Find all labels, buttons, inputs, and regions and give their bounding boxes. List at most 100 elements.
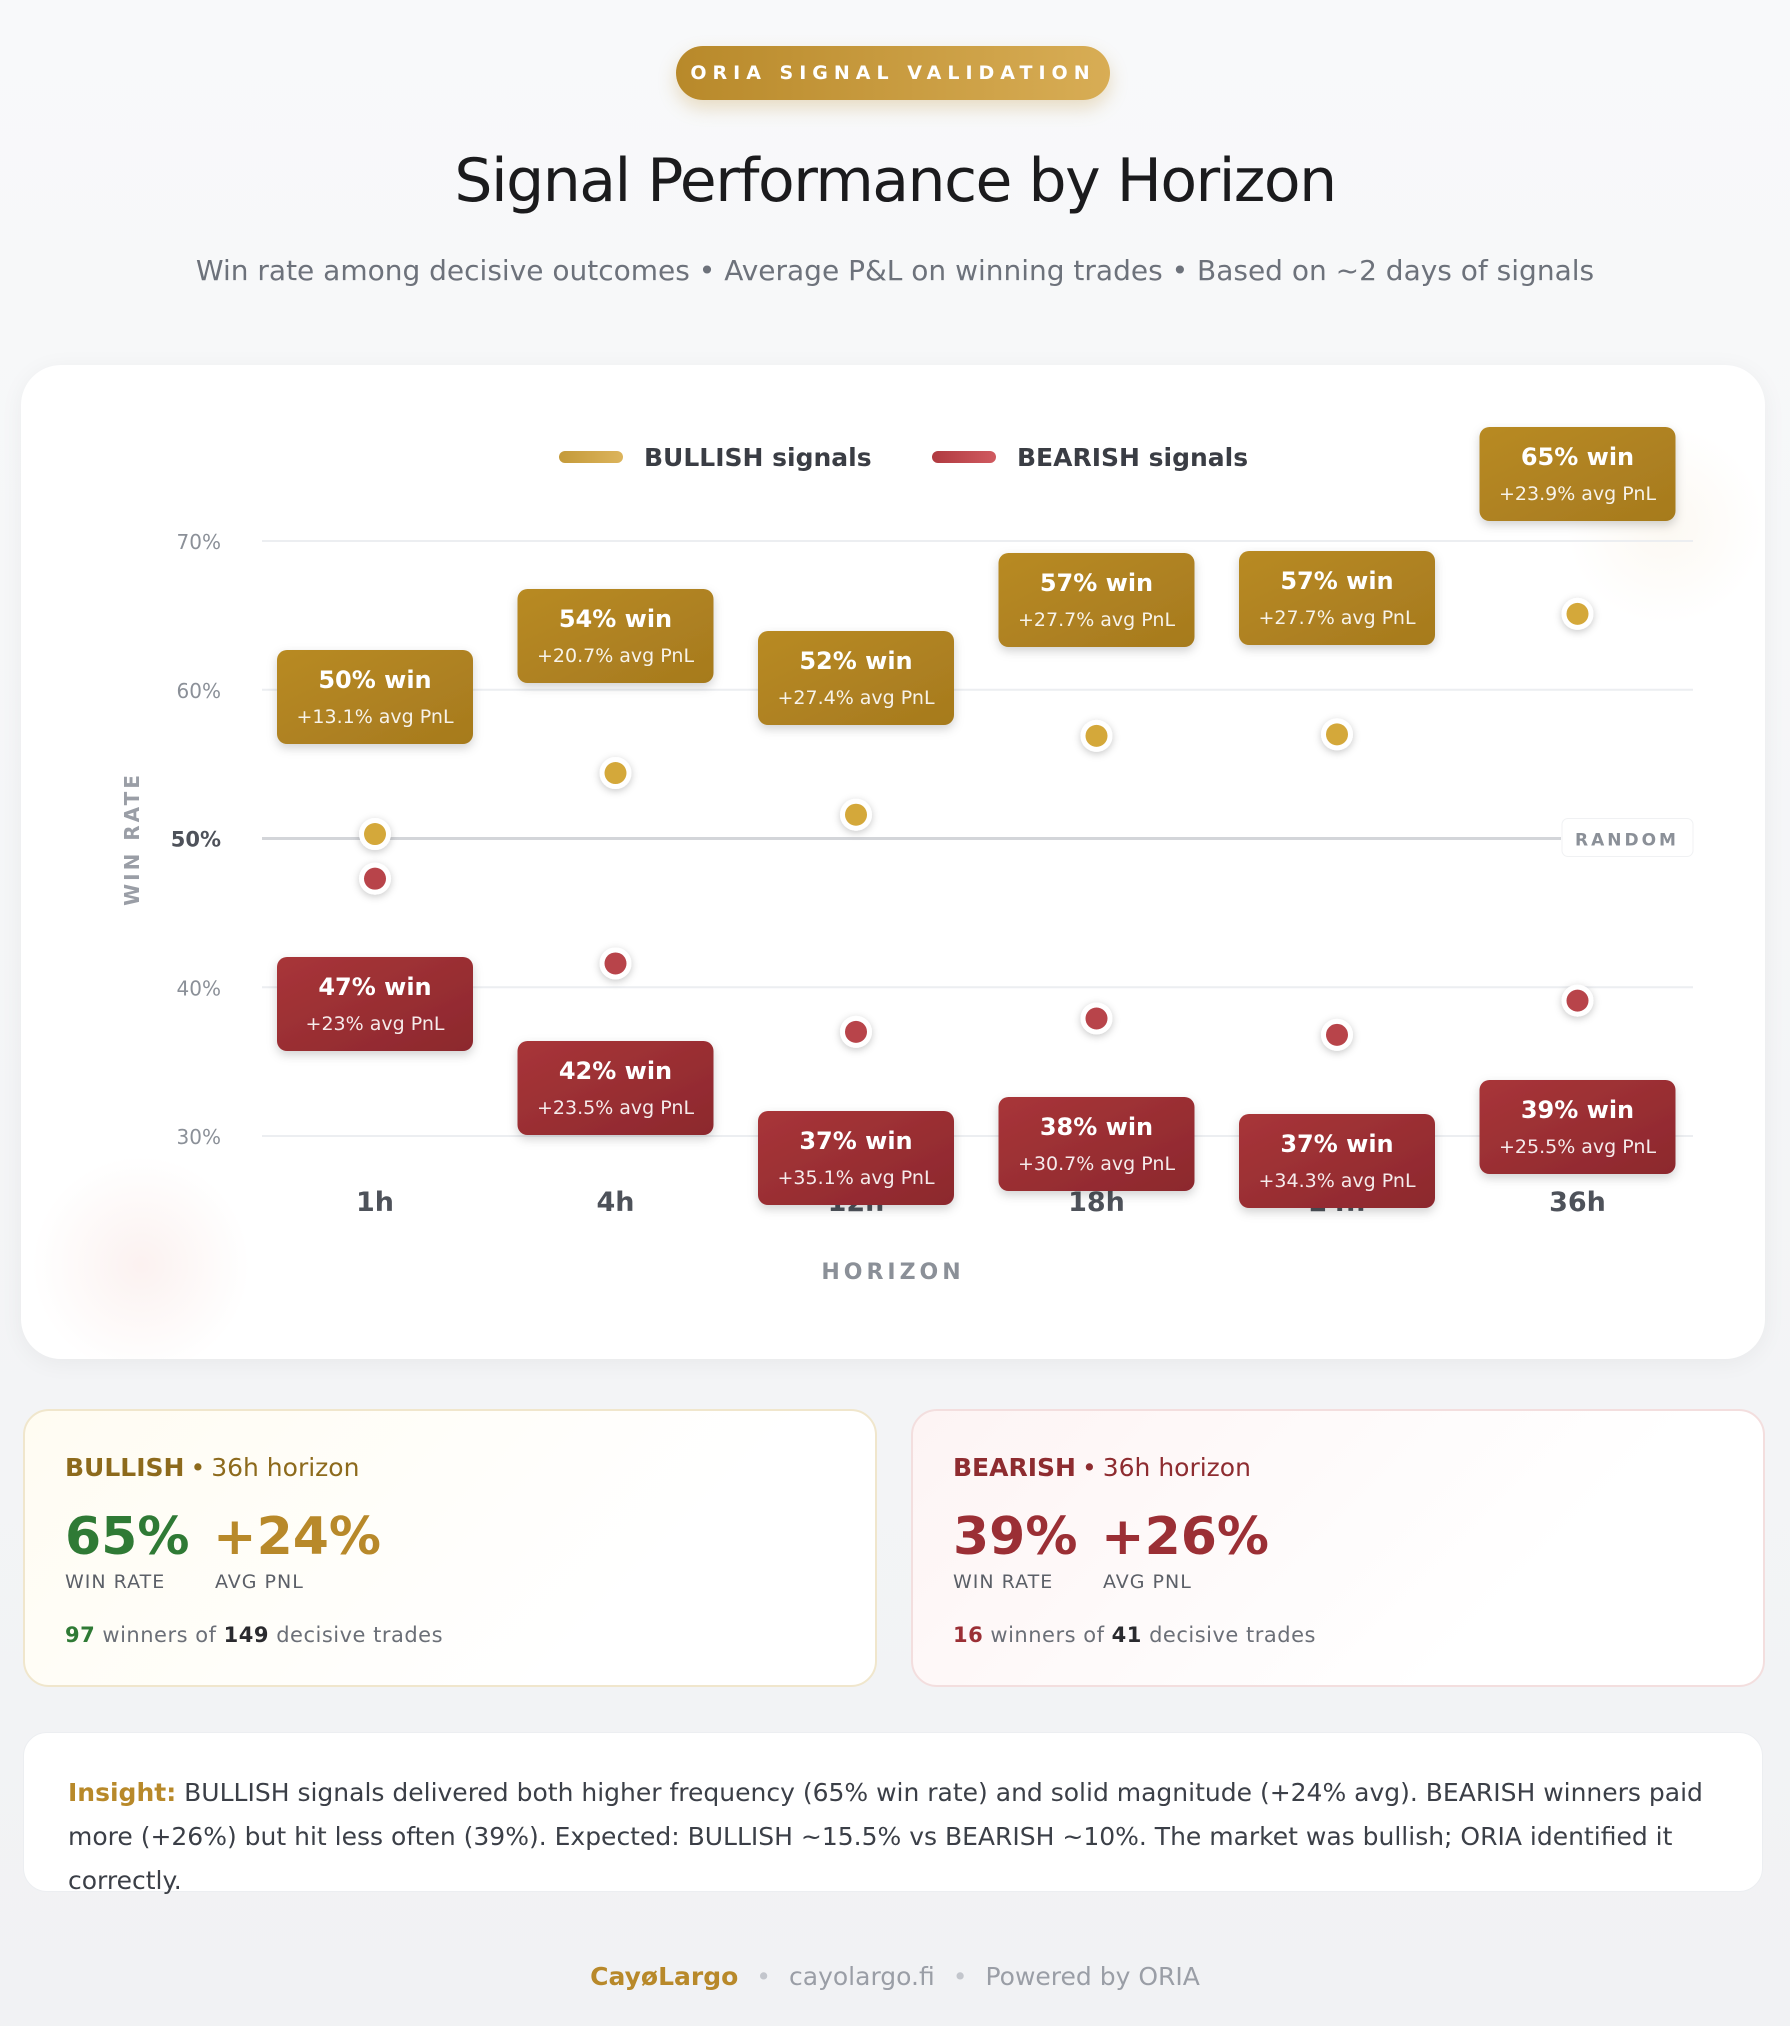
bearish-data-label-pnl: +35.1% avg PnL <box>777 1167 934 1189</box>
bullish-trades-summary: 97 winners of 149 decisive trades <box>65 1623 443 1647</box>
bearish-card-header: BEARISH • 36h horizon <box>953 1453 1251 1482</box>
bearish-data-label-pnl: +23% avg PnL <box>306 1013 445 1035</box>
bearish-avg-pnl: +26% <box>1101 1507 1270 1567</box>
bullish-card-header: BULLISH • 36h horizon <box>65 1453 360 1482</box>
y-tick-label: 70% <box>177 530 221 554</box>
x-tick-label: 18h <box>1068 1187 1125 1218</box>
insight-label: Insight: <box>68 1778 177 1807</box>
bullish-data-label-box <box>1239 551 1435 645</box>
bullish-data-label-box <box>998 553 1195 647</box>
y-tick-label: 60% <box>177 679 221 703</box>
y-tick-label: 50% <box>171 828 221 852</box>
bullish-data-label-box <box>277 650 473 744</box>
bullish-data-label-win: 57% win <box>1280 567 1393 595</box>
y-axis-title: WIN RATE <box>120 772 144 906</box>
bearish-point <box>1566 989 1589 1012</box>
bullish-data-label-pnl: +27.4% avg PnL <box>777 687 934 709</box>
footer: CayøLargo • cayolargo.fi • Powered by ORIA <box>590 1962 1200 1991</box>
bearish-summary-card: BEARISH • 36h horizon 39% +26% WIN RATE AV… <box>911 1409 1765 1687</box>
bullish-card-horizon: 36h horizon <box>211 1453 360 1482</box>
bullish-avg-pnl: +24% <box>213 1507 382 1567</box>
decorative-glow <box>31 1155 251 1359</box>
x-tick-label: 1h <box>356 1187 394 1218</box>
bullish-data-label: 50% win +13.1% avg PnL <box>277 650 473 744</box>
bearish-avg-pnl-label: AVG PNL <box>1103 1571 1192 1593</box>
bullish-total-count: 149 <box>223 1623 269 1647</box>
bearish-data-label: 38% win +30.7% avg PnL <box>998 1097 1195 1191</box>
bullish-win-rate-label: WIN RATE <box>65 1571 166 1593</box>
bullish-point <box>1085 724 1108 747</box>
bullish-data-label-pnl: +23.9% avg PnL <box>1499 483 1656 505</box>
legend-bullish-swatch <box>559 451 623 463</box>
bullish-point <box>1326 723 1348 746</box>
bearish-card-horizon: 36h horizon <box>1102 1453 1251 1482</box>
x-axis-title: HORIZON <box>821 1260 964 1285</box>
bullish-summary-card: BULLISH • 36h horizon 65% +24% WIN RATE AV… <box>23 1409 877 1687</box>
bearish-data-label: 47% win +23% avg PnL <box>277 957 473 1051</box>
bullish-data-label: 57% win +27.7% avg PnL <box>998 553 1195 647</box>
bullish-point <box>364 823 386 846</box>
y-tick-label: 30% <box>177 1125 221 1149</box>
bullish-winners-count: 97 <box>65 1623 96 1647</box>
bearish-total-text: decisive trades <box>1149 1623 1316 1647</box>
bullish-data-label: 65% win +23.9% avg PnL <box>1479 427 1676 521</box>
bearish-data-label-pnl: +25.5% avg PnL <box>1499 1136 1656 1158</box>
bullish-data-label-pnl: +13.1% avg PnL <box>296 706 453 728</box>
bullish-data-label-pnl: +20.7% avg PnL <box>537 645 694 667</box>
bearish-data-label: 37% win +34.3% avg PnL <box>1239 1114 1435 1208</box>
bearish-point <box>364 867 386 890</box>
footer-powered-by: Powered by ORIA <box>985 1962 1200 1991</box>
bullish-data-label-box <box>1479 427 1676 521</box>
bearish-data-label-box <box>1479 1080 1676 1174</box>
bearish-point <box>604 952 627 975</box>
insight-text: BULLISH signals delivered both higher fr… <box>68 1778 1703 1895</box>
legend-bearish-label: BEARISH signals <box>1017 443 1248 472</box>
win-rate-chart: BULLISH signals BEARISH signals 70% 60% 50% 4… <box>120 427 1694 1285</box>
bullish-data-label: 57% win +27.7% avg PnL <box>1239 551 1435 645</box>
bearish-total-count: 41 <box>1111 1623 1142 1647</box>
bullish-point <box>1566 602 1589 625</box>
bearish-data-label-box <box>517 1041 714 1135</box>
insight-box: Insight: BULLISH signals delivered both … <box>23 1732 1763 1895</box>
bullish-card-name: BULLISH <box>65 1453 185 1482</box>
footer-site-link[interactable]: cayolargo.fi <box>789 1962 935 1991</box>
bearish-data-label-box <box>998 1097 1195 1191</box>
bearish-data-label-pnl: +34.3% avg PnL <box>1258 1170 1415 1192</box>
bearish-data-label-pnl: +30.7% avg PnL <box>1018 1153 1175 1175</box>
legend-bearish-swatch <box>932 451 996 463</box>
bullish-data-label-win: 57% win <box>1040 569 1153 597</box>
bearish-data-label-win: 42% win <box>559 1057 672 1085</box>
bearish-winners-text: winners of <box>990 1623 1105 1647</box>
bearish-trades-summary: 16 winners of 41 decisive trades <box>953 1623 1316 1647</box>
reference-line-label: RANDOM <box>1575 831 1679 851</box>
bullish-avg-pnl-label: AVG PNL <box>215 1571 304 1593</box>
bullish-win-rate: 65% <box>65 1507 190 1567</box>
bullish-winners-text: winners of <box>102 1623 217 1647</box>
bearish-data-label-pnl: +23.5% avg PnL <box>537 1097 694 1119</box>
bullish-data-label: 52% win +27.4% avg PnL <box>758 631 954 725</box>
bearish-data-label: 42% win +23.5% avg PnL <box>517 1041 714 1135</box>
x-tick-label: 36h <box>1549 1187 1606 1218</box>
bullish-data-label-win: 50% win <box>318 666 431 694</box>
bullish-data-label-win: 52% win <box>799 647 912 675</box>
legend-bullish-label: BULLISH signals <box>644 443 872 472</box>
bullish-data-label-win: 54% win <box>559 605 672 633</box>
bearish-point <box>1085 1007 1108 1030</box>
bullish-point <box>604 762 627 785</box>
footer-brand: CayøLargo <box>590 1962 739 1991</box>
bullish-data-label-box <box>758 631 954 725</box>
bearish-data-label-win: 37% win <box>799 1127 912 1155</box>
bullish-data-label: 54% win +20.7% avg PnL <box>517 589 714 683</box>
bearish-winners-count: 16 <box>953 1623 984 1647</box>
page-title: Signal Performance by Horizon <box>454 146 1337 216</box>
x-tick-label: 4h <box>596 1187 634 1218</box>
bearish-data-label-win: 37% win <box>1280 1130 1393 1158</box>
bearish-win-rate-label: WIN RATE <box>953 1571 1054 1593</box>
bearish-win-rate: 39% <box>953 1507 1078 1567</box>
reference-label-box <box>1561 818 1694 857</box>
bearish-point <box>845 1020 867 1043</box>
bullish-point <box>845 803 867 826</box>
bullish-data-label-win: 65% win <box>1521 443 1634 471</box>
bullish-data-label-pnl: +27.7% avg PnL <box>1258 607 1415 629</box>
bearish-data-label-box <box>277 957 473 1051</box>
